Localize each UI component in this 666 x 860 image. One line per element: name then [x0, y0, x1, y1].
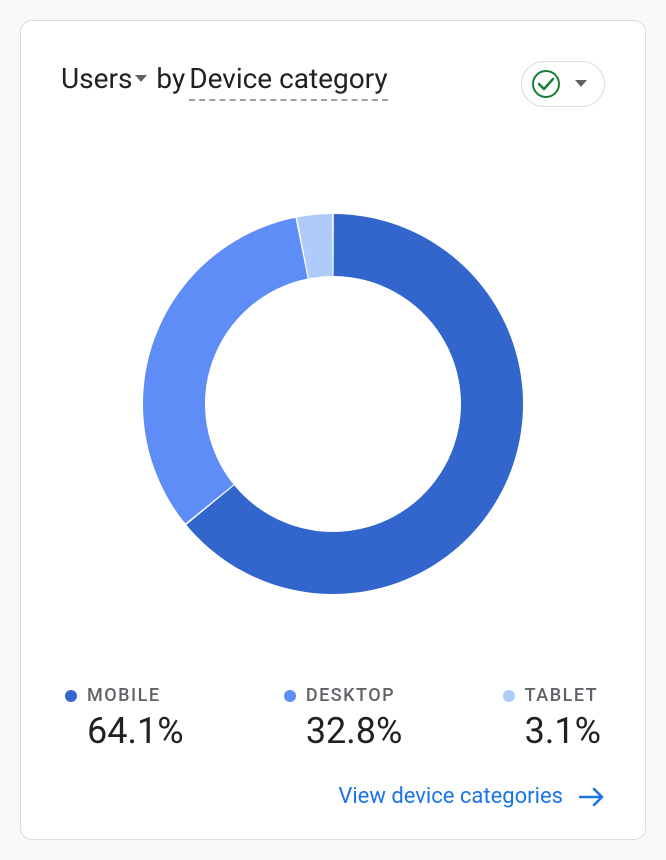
legend-item-tablet: TABLET 3.1% [503, 685, 601, 752]
legend-value: 32.8% [284, 710, 403, 752]
chevron-down-icon [574, 79, 588, 89]
dimension-label[interactable]: Device category [189, 61, 387, 101]
legend-item-header: TABLET [503, 685, 601, 706]
legend-value: 64.1% [65, 710, 184, 752]
legend-dot-icon [284, 690, 296, 702]
donut-slice-desktop [143, 218, 308, 524]
donut-chart [61, 137, 605, 685]
legend-item-header: MOBILE [65, 685, 184, 706]
arrow-right-icon [579, 787, 605, 807]
legend-item-header: DESKTOP [284, 685, 403, 706]
footer-link-text: View device categories [338, 784, 563, 809]
legend-label: DESKTOP [306, 685, 395, 706]
donut-wrap [143, 214, 523, 598]
status-dropdown[interactable] [521, 61, 605, 107]
legend-label: MOBILE [87, 685, 161, 706]
legend-item-desktop: DESKTOP 32.8% [284, 685, 403, 752]
legend-value: 3.1% [503, 710, 601, 752]
chevron-down-icon [134, 74, 148, 84]
legend-dot-icon [503, 690, 515, 702]
view-device-categories-link[interactable]: View device categories [61, 780, 605, 809]
legend-label: TABLET [525, 685, 598, 706]
by-text: by [156, 61, 185, 97]
legend: MOBILE 64.1% DESKTOP 32.8% TABLET 3.1% [61, 685, 605, 780]
metric-selector[interactable]: Users [61, 61, 152, 97]
card-title: Users by Device category [61, 61, 388, 101]
legend-item-mobile: MOBILE 64.1% [65, 685, 184, 752]
legend-dot-icon [65, 690, 77, 702]
metric-label: Users [61, 61, 132, 97]
device-category-card: Users by Device category MOBILE 64.1% DESK… [20, 20, 646, 840]
card-header: Users by Device category [61, 61, 605, 107]
check-circle-icon [532, 70, 560, 98]
